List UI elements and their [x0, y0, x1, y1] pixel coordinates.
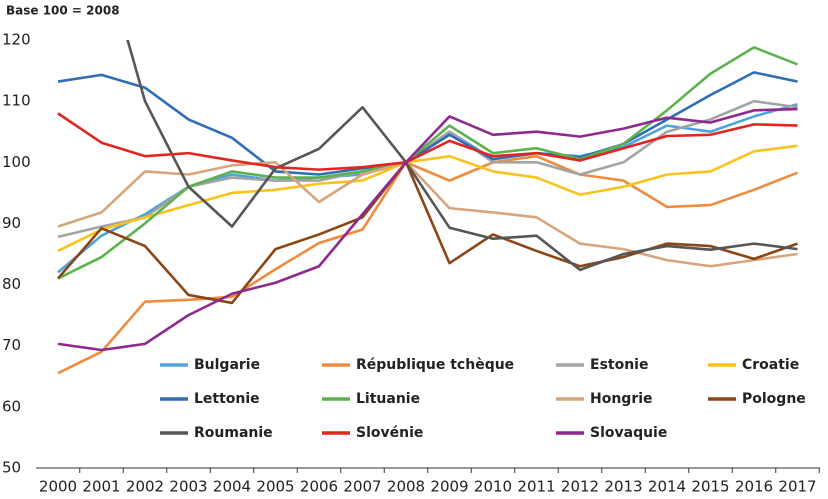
x-tick-label: 2001	[82, 478, 120, 496]
legend-label: Slovaquie	[590, 425, 667, 441]
y-tick-label: 60	[2, 397, 21, 415]
x-tick-label: 2006	[300, 478, 338, 496]
legend-label: Lettonie	[194, 391, 260, 407]
series-line	[57, 71, 798, 176]
legend-label: Hongrie	[590, 391, 653, 407]
x-tick-label: 2004	[213, 478, 251, 496]
y-tick-label: 70	[2, 336, 21, 354]
legend-label: Lituanie	[356, 391, 420, 407]
y-tick-label: 90	[2, 214, 21, 232]
y-tick-label: 110	[2, 92, 31, 110]
x-tick-label: 2014	[648, 478, 686, 496]
y-tick-label: 50	[2, 459, 21, 477]
x-tick-label: 2007	[343, 478, 381, 496]
series-line	[57, 112, 798, 171]
x-tick-label: 2010	[474, 478, 512, 496]
y-tick-label: 100	[2, 153, 31, 171]
legend-label: République tchèque	[356, 357, 514, 373]
x-tick-label: 2012	[561, 478, 599, 496]
series-line	[57, 154, 798, 375]
y-tick-label: 80	[2, 275, 21, 293]
series-line	[57, 144, 798, 253]
x-tick-label: 2005	[256, 478, 294, 496]
y-tick-label: 120	[2, 31, 31, 49]
x-tick-label: 2011	[517, 478, 555, 496]
x-tick-label: 2008	[387, 478, 425, 496]
series-line	[57, 160, 798, 305]
legend-label: Croatie	[742, 357, 799, 373]
legend-label: Pologne	[742, 391, 806, 407]
x-tick-label: 2017	[778, 478, 816, 496]
series-line	[126, 40, 798, 272]
series-line	[57, 46, 798, 280]
x-tick-label: 2003	[169, 478, 207, 496]
legend-label: Roumanie	[194, 425, 273, 441]
series-line	[57, 107, 798, 352]
x-tick-label: 2015	[691, 478, 729, 496]
x-tick-label: 2009	[430, 478, 468, 496]
legend-label: Bulgarie	[194, 357, 260, 373]
legend-label: Slovénie	[356, 425, 423, 441]
series-line	[57, 99, 798, 239]
x-tick-label: 2000	[39, 478, 77, 496]
plot-area	[57, 40, 798, 375]
x-tick-label: 2013	[604, 478, 642, 496]
legend-label: Estonie	[590, 357, 648, 373]
x-tick-label: 2002	[126, 478, 164, 496]
x-tick-label: 2016	[735, 478, 773, 496]
chart-subtitle: Base 100 = 2008	[6, 4, 120, 18]
